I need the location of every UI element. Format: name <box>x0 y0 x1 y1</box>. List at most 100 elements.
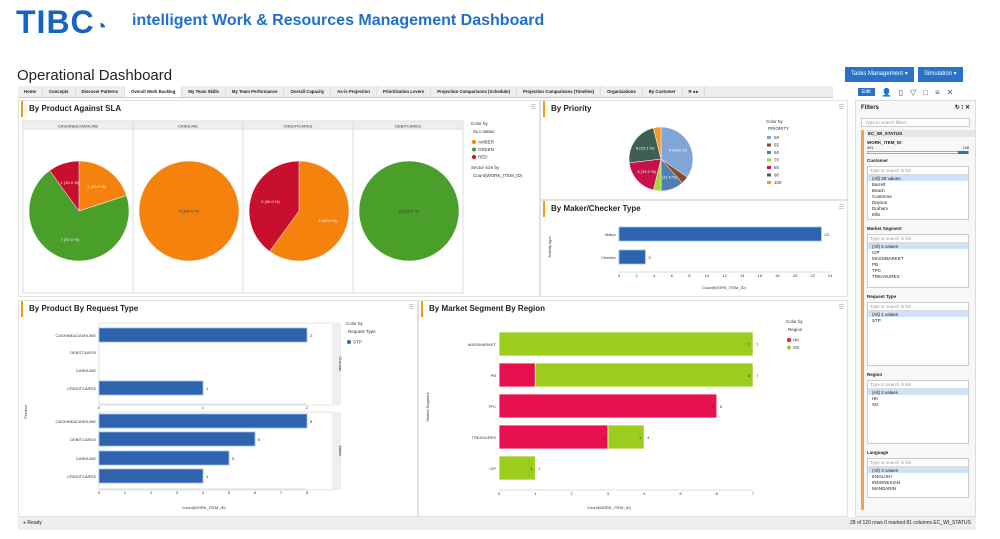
menu-icon[interactable]: ☰ <box>408 305 414 311</box>
user-icon[interactable]: 👤 <box>881 87 892 97</box>
slice-label: 1 (10.0 %) <box>61 180 80 185</box>
y-tick-label: Checker <box>601 255 617 260</box>
bar-segment <box>534 362 754 388</box>
filter-list[interactable]: Type to search in list (All) 6 values CIP M… <box>867 234 969 288</box>
legend-title: Color by <box>346 321 364 326</box>
filter-list-item[interactable]: (All) 28 values <box>868 175 968 181</box>
bar <box>98 468 204 484</box>
tab-item[interactable]: Organizations <box>601 86 643 97</box>
tab-item[interactable]: R ◂ ▸ <box>683 86 706 97</box>
request-type-chart: Checker CASHINE&CASHLINE 2 DEBITCARDS CASHLI… <box>23 321 376 510</box>
filter-list-item[interactable]: ENGLISH <box>872 473 892 479</box>
x-tick-label: 1 <box>534 491 537 496</box>
filter-list-item[interactable]: TPC <box>872 267 881 273</box>
filter-list-item[interactable]: Ellis <box>872 211 881 217</box>
legend-swatch <box>787 345 791 350</box>
filter-list-item[interactable]: MASSMARKET <box>872 255 904 261</box>
layout-icon[interactable]: □ <box>923 87 928 97</box>
y-tick-label: CREDITCARDS <box>67 386 96 391</box>
filters-panel: Filters ↻ ⁝ ✕ Type to search filters EC_W… <box>855 100 976 517</box>
y-tick-label: Maker <box>605 232 617 237</box>
y-tick-label: TREASURES <box>472 435 497 440</box>
filter-list[interactable]: Type to search in list (All) 2 values HK SG <box>867 380 969 444</box>
filter-list-item[interactable]: (All) 6 values <box>868 243 968 249</box>
filter-list-item[interactable]: (All) 1 values <box>868 311 968 317</box>
close-icon[interactable]: ✕ <box>946 87 954 97</box>
filter-list-item[interactable]: (All) 2 values <box>868 389 968 395</box>
tab-item[interactable]: Concepts <box>43 86 76 97</box>
list-search-input[interactable]: Type to search in list <box>868 381 968 389</box>
filter-list-item[interactable]: MANDARIN <box>872 485 897 491</box>
legend-swatch <box>767 151 771 154</box>
legend-label: SG <box>793 345 800 350</box>
filter-list-item[interactable]: TREASURES <box>872 273 900 279</box>
legend-size-field: Count(WORK_ITEM_ID) <box>473 173 523 178</box>
filter-actions[interactable]: ↻ ⁝ ✕ <box>954 105 970 111</box>
simulation-button[interactable]: Simulation ▾ <box>918 67 963 82</box>
filter-list-item[interactable]: PB <box>872 261 879 267</box>
x-tick-label: 6 <box>716 491 719 496</box>
sla-chart: CASHINE&CASHLINE 2 (20.0 %) 7 (70.0 %) 1 (1… <box>22 120 523 294</box>
menu-icon[interactable]: ☰ <box>838 305 844 311</box>
list-search-input[interactable]: Type to search in list <box>868 235 968 243</box>
tab-item[interactable]: My Team Skills <box>182 86 226 97</box>
panel-sla: By Product Against SLA ☰ CASHINE&CASHLINE 2… <box>18 100 540 297</box>
bar-segment <box>607 424 645 450</box>
menu-icon[interactable]: ☰ <box>838 105 844 111</box>
filter-list-item[interactable]: Barrett <box>872 181 886 187</box>
list-search-input[interactable]: Type to search in list <box>868 459 968 467</box>
pie-slice <box>49 160 80 212</box>
filter-list[interactable]: Type to search in list (All) 1 values STP <box>867 302 969 366</box>
slice-label: 3 (60.0 %) <box>318 218 337 223</box>
x-tick-label: 8 <box>306 490 309 495</box>
filter-list[interactable]: Type to search in list (All) 3 values ENGL… <box>867 458 969 498</box>
bar-value-label: 3 <box>648 255 651 260</box>
tasks-management-button[interactable]: Tasks Management ▾ <box>845 67 914 82</box>
filter-list-item[interactable]: Contreras <box>872 193 892 199</box>
tab-item[interactable]: Projection Comparisons (Timeline) <box>517 86 602 97</box>
filter-list-item[interactable]: CIP <box>872 249 880 255</box>
legend-label: 100 <box>774 180 782 185</box>
bar-total-label: 7 <box>756 373 759 378</box>
tab-item[interactable]: As-is Projection <box>331 86 377 97</box>
tab-item[interactable]: Discover Patterns <box>76 86 126 97</box>
filter-list-item[interactable]: HK <box>872 395 879 401</box>
tab-item[interactable]: Projection Comparisons (Schedule) <box>431 86 518 97</box>
segment-value-label: 1 <box>639 435 642 440</box>
filter-list-item[interactable]: STP <box>872 317 881 323</box>
filter-list-item[interactable]: SG <box>872 401 879 407</box>
list-search-input[interactable]: Type to search in list <box>868 167 968 175</box>
list-icon[interactable]: ≡ <box>935 87 940 97</box>
bar-value-label: 5 <box>232 456 235 461</box>
x-tick-label: 2 <box>635 273 638 278</box>
status-ready: Ready <box>27 520 42 526</box>
menu-icon[interactable]: ☰ <box>530 105 536 111</box>
filter-list-item[interactable]: Beach <box>872 187 885 193</box>
menu-icon[interactable]: ☰ <box>838 205 844 211</box>
legend-label: AMBER <box>478 140 495 145</box>
filter-list-item[interactable]: Daysus <box>872 199 888 205</box>
tab-item[interactable]: Prioritization Levers <box>377 86 432 97</box>
filter-icon[interactable]: ▽ <box>910 87 917 97</box>
legend-swatch <box>767 166 771 169</box>
filter-group[interactable]: EC_WI_STATUS <box>867 130 975 137</box>
tab-item[interactable]: Overall Work Backlog <box>125 86 183 97</box>
legend-swatch <box>472 155 476 159</box>
filter-list-item[interactable]: INDONESIAN <box>872 479 901 485</box>
y-axis-title: Product <box>23 404 28 419</box>
legend-swatch <box>787 338 791 342</box>
tab-item[interactable]: My Team Performance <box>226 86 285 97</box>
filter-list[interactable]: Type to search in list (All) 28 values Bar… <box>867 166 969 220</box>
filter-search-input[interactable]: Type to search filters <box>861 118 970 127</box>
filter-list-item[interactable]: Durham <box>872 205 889 211</box>
edit-button[interactable]: Edit <box>858 88 875 96</box>
list-search-input[interactable]: Type to search in list <box>868 303 968 311</box>
bookmark-icon[interactable]: ▯ <box>898 87 903 97</box>
tab-item[interactable]: Home <box>18 86 43 97</box>
status-bar: ● Ready 28 of 120 rows 0 marked 81 colum… <box>18 517 976 530</box>
range-slider[interactable] <box>867 151 969 154</box>
tab-item[interactable]: By Customer <box>643 86 683 97</box>
filter-list-item[interactable]: (All) 3 values <box>868 467 968 473</box>
bar <box>618 249 646 265</box>
tab-item[interactable]: Overall Capacity <box>284 86 332 97</box>
